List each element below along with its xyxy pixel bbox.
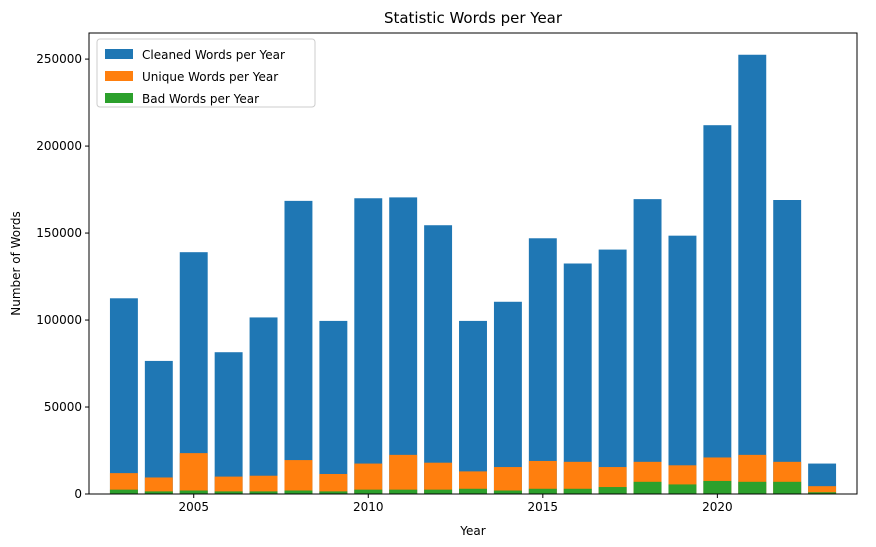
bar-bad-words-per-year-2019: [668, 484, 697, 494]
bar-cleaned-words-per-year-2009: [319, 320, 348, 494]
bar-bad-words-per-year-2008: [284, 490, 313, 494]
axes-layer: 2005 2010 2015 2020 0 50000 100000 150000 200000…: [36, 52, 732, 514]
bar-cleaned-words-per-year-2010: [354, 198, 383, 494]
bar-bad-words-per-year-2012: [424, 489, 453, 494]
bar-bad-words-per-year-2007: [249, 491, 278, 494]
bar-unique-words-per-year-2006: [214, 476, 243, 494]
plot-frame: [88, 32, 858, 495]
bar-bad-words-per-year-2003: [109, 489, 138, 494]
bar-unique-words-per-year-2023: [808, 486, 837, 494]
bar-unique-words-per-year-2008: [284, 460, 313, 494]
bar-unique-words-per-year-2007: [249, 475, 278, 494]
x-tick-label: 2005: [178, 500, 209, 514]
bar-cleaned-words-per-year-2018: [633, 199, 662, 494]
bar-bad-words-per-year-2004: [144, 491, 173, 494]
y-tick-label: 250000: [36, 52, 82, 66]
legend-label: Cleaned Words per Year: [142, 48, 285, 62]
bar-cleaned-words-per-year-2013: [459, 320, 487, 494]
bar-unique-words-per-year-2011: [389, 454, 418, 494]
bar-bad-words-per-year-2021: [738, 481, 767, 494]
legend-swatch: [105, 93, 133, 103]
bar-cleaned-words-per-year-2019: [668, 235, 697, 495]
bar-cleaned-words-per-year-2007: [249, 317, 278, 494]
bar-unique-words-per-year-2015: [528, 460, 557, 494]
bar-bad-words-per-year-2023: [808, 492, 837, 494]
bar-unique-words-per-year-2016: [563, 461, 592, 494]
bar-unique-words-per-year-2012: [424, 462, 453, 494]
bar-cleaned-words-per-year-2008: [284, 200, 313, 494]
bar-bad-words-per-year-2014: [493, 490, 522, 494]
x-axis-label: Year: [459, 524, 485, 538]
y-tick-label: 150000: [36, 226, 82, 240]
bar-bad-words-per-year-2018: [633, 481, 662, 494]
bar-unique-words-per-year-2005: [179, 453, 208, 494]
bar-bad-words-per-year-2005: [179, 490, 208, 494]
x-tick-label: 2020: [702, 500, 733, 514]
bar-bad-words-per-year-2010: [354, 489, 383, 494]
bar-unique-words-per-year-2009: [319, 473, 348, 494]
bar-unique-words-per-year-2004: [144, 477, 173, 494]
bar-unique-words-per-year-2013: [459, 471, 487, 494]
legend-label: Unique Words per Year: [142, 70, 278, 84]
bar-cleaned-words-per-year-2014: [493, 301, 522, 494]
legend-box: [96, 38, 316, 108]
bar-cleaned-words-per-year-2020: [703, 125, 732, 494]
x-tick-label: 2015: [528, 500, 559, 514]
y-tick-label: 100000: [36, 313, 82, 327]
bar-bad-words-per-year-2020: [703, 480, 732, 494]
bar-bad-words-per-year-2022: [773, 481, 802, 494]
bar-cleaned-words-per-year-2006: [214, 352, 243, 494]
bar-cleaned-words-per-year-2003: [109, 298, 138, 494]
bar-bad-words-per-year-2015: [528, 488, 557, 494]
legend-swatch: [105, 71, 133, 81]
bar-bad-words-per-year-2009: [319, 491, 348, 494]
bar-cleaned-words-per-year-2004: [144, 360, 173, 494]
y-axis-label: Number of Words: [9, 211, 23, 316]
bar-unique-words-per-year-2003: [109, 473, 138, 494]
bar-cleaned-words-per-year-2012: [424, 225, 453, 495]
bar-cleaned-words-per-year-2015: [528, 238, 557, 494]
x-tick-label: 2010: [353, 500, 384, 514]
bar-cleaned-words-per-year-2022: [773, 200, 802, 494]
bar-bad-words-per-year-2011: [389, 489, 418, 494]
y-tick-label: 200000: [36, 139, 82, 153]
bar-bad-words-per-year-2017: [598, 487, 627, 494]
legend-label: Bad Words per Year: [142, 92, 259, 106]
bar-cleaned-words-per-year-2011: [389, 197, 418, 494]
bar-bad-words-per-year-2006: [214, 491, 243, 494]
y-tick-label: 50000: [44, 400, 82, 414]
bars-layer: [109, 54, 837, 495]
bar-cleaned-words-per-year-2017: [598, 249, 627, 494]
y-tick-label: 0: [74, 487, 82, 501]
bar-cleaned-words-per-year-2021: [738, 54, 767, 494]
bar-cleaned-words-per-year-2016: [563, 263, 592, 494]
bar-bad-words-per-year-2013: [459, 488, 487, 494]
bar-bad-words-per-year-2016: [563, 488, 592, 494]
legend: Cleaned Words per Year Unique Words per Y…: [96, 38, 316, 108]
legend-swatch: [105, 49, 133, 59]
bar-unique-words-per-year-2010: [354, 463, 383, 494]
chart-title: Statistic Words per Year: [384, 9, 563, 27]
bar-unique-words-per-year-2014: [493, 467, 522, 494]
